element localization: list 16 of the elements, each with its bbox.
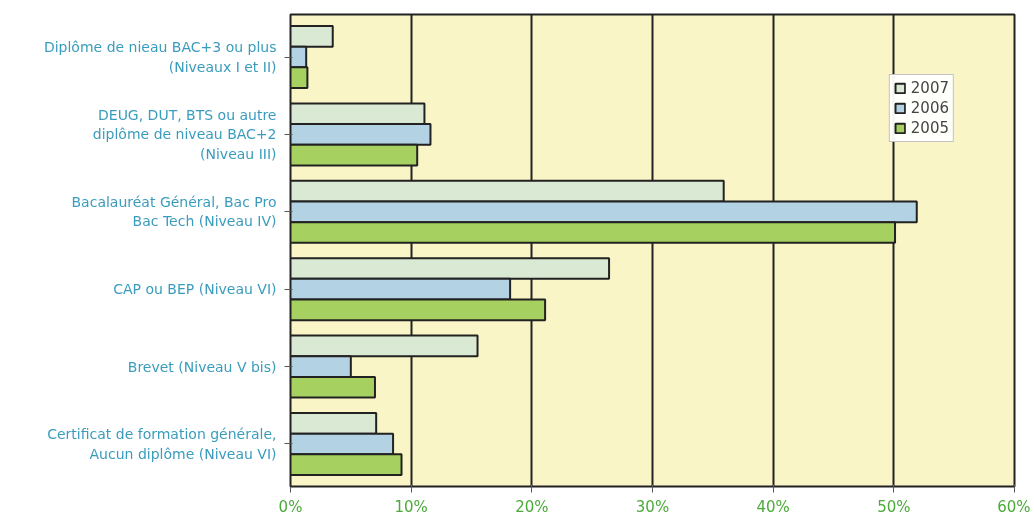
x-tick-label: 50% [877, 497, 911, 516]
y-tick-label: CAP ou BEP (Niveau VI) [113, 281, 277, 298]
legend-label: 2005 [910, 119, 949, 137]
y-tick-label: Brevet (Niveau V bis) [127, 358, 277, 375]
x-tick-label: 20% [515, 497, 549, 516]
y-tick-label: Certificat de formation générale, Aucun diplôme (Niveau VI) [47, 426, 277, 462]
legend-label: 2006 [910, 99, 949, 117]
y-tick-label: Bacalauréat Général, Bac Pro Bac Tech (Niveau IV) [71, 194, 277, 230]
x-tick-label: 10% [394, 497, 428, 516]
x-tick-label: 40% [756, 497, 790, 516]
x-tick-label: 60% [997, 497, 1031, 516]
y-tick-label: Diplôme de nieau BAC+3 ou plus (Niveaux I et II) [43, 39, 277, 75]
legend-label: 2007 [910, 79, 949, 97]
x-tick-label: 0% [278, 497, 303, 516]
y-tick-label: DEUG, DUT, BTS ou autre diplôme de niveau BAC+2 (Niveau III) [92, 107, 277, 162]
x-tick-label: 30% [635, 497, 670, 516]
